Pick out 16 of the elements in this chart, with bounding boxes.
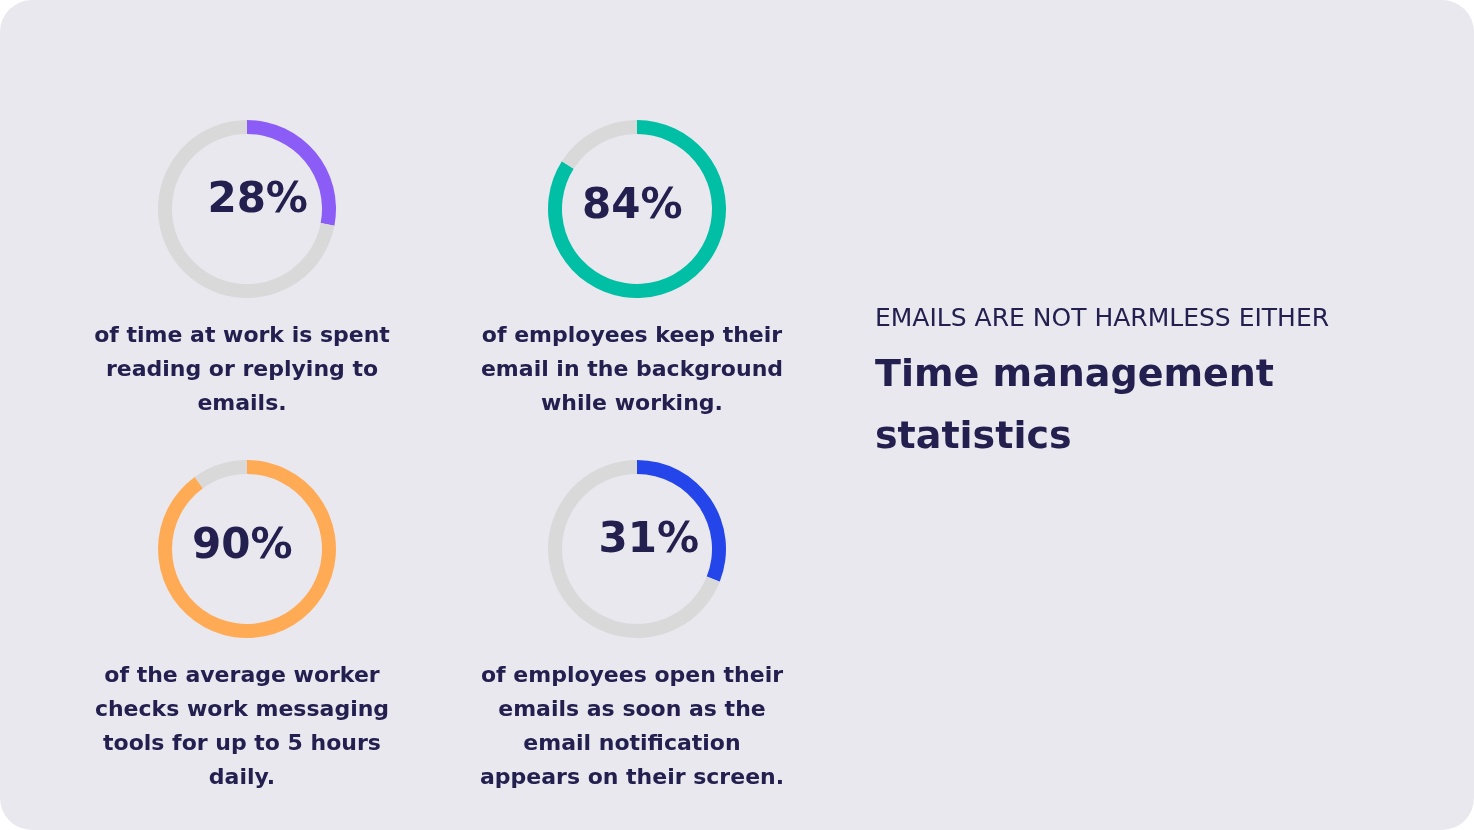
donut-slice xyxy=(548,460,720,638)
data-label: 28% xyxy=(207,171,308,224)
donut-slice xyxy=(561,120,637,169)
text: of employees keep their email in the background while working. xyxy=(479,321,785,417)
donut-slice xyxy=(194,460,247,489)
text: Time management statistics xyxy=(875,350,1276,459)
donut-slice xyxy=(548,120,726,298)
donut-slice xyxy=(158,460,336,638)
donut-slice xyxy=(158,120,335,298)
text: of time at work is spent reading or replying to emails. xyxy=(93,321,391,417)
text: EMAILS ARE NOT HARMLESS EITHER xyxy=(875,302,1331,334)
text: of employees open their emails as soon as the email notification appears on their screen. xyxy=(478,661,786,791)
data-label: 84% xyxy=(582,178,683,230)
text: of the average worker checks work messaging tools for up to 5 hours daily. xyxy=(93,661,391,791)
data-label: 90% xyxy=(192,518,293,570)
data-label: 31% xyxy=(598,512,700,565)
